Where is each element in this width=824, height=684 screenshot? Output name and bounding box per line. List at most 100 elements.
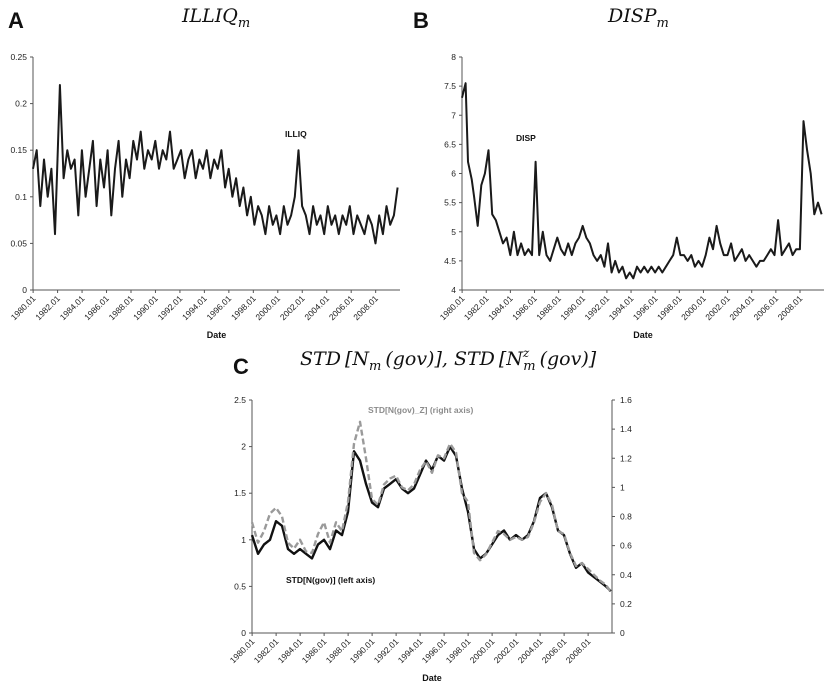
panel-c-title-n2: N (505, 348, 524, 370)
disp-xtick-label: 1988.01 (534, 293, 563, 322)
illiq-x-axis-title: Date (207, 330, 227, 340)
std-y2tick-label: 0.2 (620, 599, 632, 609)
illiq-annotation: ILLIQ (285, 129, 307, 139)
std-ytick-label: 2 (241, 442, 246, 452)
panel-c-title-std2: STD (454, 348, 495, 370)
std-annotation: STD[N(gov)] (left axis) (286, 575, 375, 585)
panel-c-title-n2-sub: m (523, 359, 535, 374)
disp-ytick-label: 7 (451, 110, 456, 120)
illiq-xtick-label: 1986.01 (82, 293, 111, 322)
illiq-xtick-label: 1994.01 (180, 293, 209, 322)
disp-xtick-label: 1990.01 (558, 293, 587, 322)
disp-xtick-label: 1992.01 (583, 293, 612, 322)
illiq-xtick-label: 2008.01 (351, 293, 380, 322)
std-xtick-label: 2002.01 (492, 636, 521, 665)
std-xtick-label: 1992.01 (372, 636, 401, 665)
illiq-xtick-label: 1998.01 (229, 293, 258, 322)
disp-xtick-label: 2002.01 (703, 293, 732, 322)
panel-a-title: ILLIQm (181, 5, 250, 31)
panel-a-letter: A (8, 8, 24, 33)
panel-c-letter: C (233, 354, 249, 379)
illiq-ytick-label: 0.25 (10, 52, 27, 62)
disp-x-axis-title: Date (633, 330, 653, 340)
disp-xtick-label: 2000.01 (679, 293, 708, 322)
disp-xtick-label: 2004.01 (727, 293, 756, 322)
std-xtick-label: 1998.01 (444, 636, 473, 665)
std-xtick-label: 1994.01 (396, 636, 425, 665)
std-y2tick-label: 1 (620, 482, 625, 492)
disp-xtick-label: 1982.01 (462, 293, 491, 322)
std-y2tick-label: 0.4 (620, 570, 632, 580)
disp-xtick-label: 1980.01 (438, 293, 467, 322)
panel-c-title-gov2: (gov) (540, 348, 589, 370)
illiq-ytick-label: 0.1 (15, 192, 27, 202)
std-chart: 0 0.5 1 1.5 2 2.5 0 0.2 0.4 0.6 0.8 1 1.2 1.4 1.6 1980.… (228, 395, 632, 683)
std-xtick-label: 1988.01 (324, 636, 353, 665)
std-ytick-label: 1 (241, 535, 246, 545)
panel-c-title-n1: N (351, 348, 370, 370)
std-xtick-label: 2004.01 (516, 636, 545, 665)
std-x-axis-title: Date (422, 673, 442, 683)
std-xtick-label: 1980.01 (228, 636, 257, 665)
illiq-ytick-label: 0.2 (15, 99, 27, 109)
illiq-ytick-label: 0.05 (10, 238, 27, 248)
illiq-xtick-label: 2000.01 (253, 293, 282, 322)
illiq-xtick-label: 1982.01 (33, 293, 62, 322)
panel-a-title-sub: m (238, 16, 250, 31)
std-series-0-line (250, 445, 612, 592)
std-xtick-label: 2000.01 (468, 636, 497, 665)
illiq-ytick-label: 0.15 (10, 145, 27, 155)
std-y2tick-label: 1.2 (620, 453, 632, 463)
disp-xtick-label: 2006.01 (751, 293, 780, 322)
illiq-chart: 0 0.05 0.1 0.15 0.2 0.25 1980.011982.011984.01… (9, 52, 400, 340)
disp-ytick-label: 5 (451, 227, 456, 237)
panel-a-title-base: ILLIQ (181, 5, 238, 27)
std-annotation: STD[N(gov)_Z] (right axis) (368, 405, 473, 415)
disp-xtick-label: 1998.01 (655, 293, 684, 322)
disp-xtick-label: 1994.01 (607, 293, 636, 322)
illiq-xtick-label: 1988.01 (107, 293, 136, 322)
illiq-xtick-label: 2004.01 (302, 293, 331, 322)
std-xtick-label: 1990.01 (348, 636, 377, 665)
illiq-series-0-line (32, 84, 399, 245)
disp-series-0-line (461, 82, 823, 280)
disp-ytick-label: 6 (451, 169, 456, 179)
std-ytick-label: 0 (241, 628, 246, 638)
std-xtick-label: 2008.01 (564, 636, 593, 665)
panel-c-title-rb2: ] (588, 348, 597, 370)
disp-ytick-label: 6.5 (444, 139, 456, 149)
disp-xtick-label: 2008.01 (776, 293, 805, 322)
illiq-xtick-label: 1984.01 (58, 293, 87, 322)
disp-chart: 44.555.566.577.581980.011982.011984.0119… (438, 52, 824, 340)
panel-c-title: STD [Nm (gov)], STD [Nz m (gov)] (300, 346, 597, 374)
std-y2tick-label: 1.4 (620, 424, 632, 434)
illiq-xtick-label: 2002.01 (278, 293, 307, 322)
disp-xtick-label: 1986.01 (510, 293, 539, 322)
disp-xtick-label: 1984.01 (486, 293, 515, 322)
std-xtick-label: 1984.01 (276, 636, 305, 665)
std-series-1-line (250, 420, 612, 593)
disp-annotation: DISP (516, 133, 536, 143)
disp-ytick-label: 7.5 (444, 81, 456, 91)
panel-c-title-n2-sup: z (522, 346, 530, 360)
panel-c-title-lb2: [ (499, 348, 507, 370)
panel-c-title-std1: STD (300, 348, 341, 370)
std-y2tick-label: 1.6 (620, 395, 632, 405)
illiq-xtick-label: 1990.01 (131, 293, 160, 322)
std-xtick-label: 2006.01 (540, 636, 569, 665)
panel-b-letter: B (413, 8, 429, 33)
disp-ytick-label: 4 (451, 285, 456, 295)
panel-c-title-gov1: (gov) (385, 348, 434, 370)
panel-b-title-base: DISP (607, 5, 658, 27)
std-ytick-label: 1.5 (234, 488, 246, 498)
std-ytick-label: 0.5 (234, 581, 246, 591)
disp-ytick-label: 4.5 (444, 256, 456, 266)
std-xtick-label: 1996.01 (420, 636, 449, 665)
std-y2tick-label: 0.6 (620, 541, 632, 551)
illiq-xtick-label: 1996.01 (204, 293, 233, 322)
illiq-xtick-label: 1980.01 (9, 293, 38, 322)
std-y2tick-label: 0 (620, 628, 625, 638)
std-xtick-label: 1982.01 (252, 636, 281, 665)
illiq-ytick-label: 0 (22, 285, 27, 295)
